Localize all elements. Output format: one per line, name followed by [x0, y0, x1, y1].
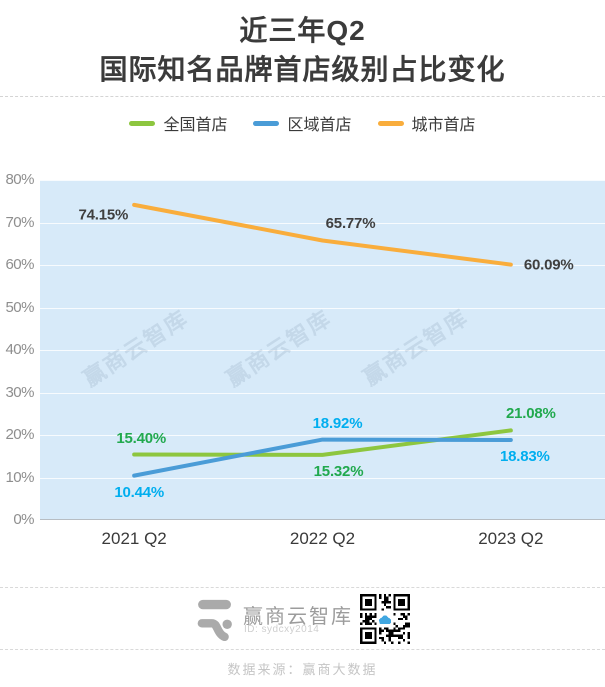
winshang-logo-icon: [197, 599, 232, 642]
data-label-city-first-store: 65.77%: [325, 215, 376, 233]
footer-divider-bottom: [0, 649, 605, 650]
data-label-city-first-store: 74.15%: [78, 206, 129, 224]
gridline: [40, 307, 605, 309]
x-axis-label: 2022 Q2: [289, 529, 356, 548]
legend-item-city-first-store: 城市首店: [377, 111, 476, 135]
data-label-regional-first-store: 18.92%: [312, 414, 363, 432]
title-line-1: 近三年Q2: [239, 15, 366, 46]
y-axis-label: 10%: [5, 468, 34, 486]
footer-brand-name: 赢商云智库: [243, 606, 353, 628]
data-label-national-first-store: 21.08%: [505, 405, 556, 423]
gridline: [40, 180, 605, 181]
y-axis-label: 50%: [5, 298, 34, 316]
data-label-regional-first-store: 18.83%: [499, 447, 550, 465]
y-axis-label: 20%: [5, 426, 34, 443]
gridline: [40, 222, 605, 224]
footer-divider-top: [0, 587, 605, 588]
gridline: [40, 350, 605, 351]
plot-area: 赢商云智库 赢商云智库 赢商云智库: [40, 180, 605, 520]
legend-label-regional-first-store: 区域首店: [287, 117, 352, 134]
gridline: [40, 477, 605, 479]
legend-swatch-national-first-store: [129, 120, 156, 126]
page-title: 近三年Q2 国际知名品牌首店级别占比变化: [0, 11, 605, 89]
data-label-national-first-store: 15.40%: [116, 429, 166, 447]
x-axis-label: 2023 Q2: [478, 529, 544, 548]
title-line-2: 国际知名品牌首店级别占比变化: [99, 54, 506, 85]
y-axis-label: 30%: [5, 383, 34, 401]
legend-item-regional-first-store: 区域首店: [253, 111, 352, 135]
gridline: [40, 265, 605, 266]
qr-code: [360, 594, 410, 644]
title-divider: [0, 96, 605, 97]
y-axis-label: 40%: [5, 341, 34, 358]
legend-label-national-first-store: 全国首店: [163, 117, 228, 134]
legend-item-national-first-store: 全国首店: [129, 111, 227, 135]
gridline: [40, 435, 605, 436]
qr-center-cloud-icon: [379, 619, 391, 624]
legend-swatch-regional-first-store: [253, 120, 280, 126]
footer-wechat-id: ID: sydcxy2014: [244, 624, 320, 635]
data-label-national-first-store: 15.32%: [313, 462, 364, 480]
y-axis-label: 60%: [5, 256, 34, 273]
y-axis-label: 70%: [5, 213, 34, 231]
gridline: [40, 392, 605, 394]
y-axis-label: 80%: [5, 171, 34, 188]
data-label-city-first-store: 60.09%: [523, 256, 574, 274]
y-axis-label: 0%: [13, 511, 34, 528]
series-line-national-first-store: [132, 428, 513, 457]
chart-legend: 全国首店 区域首店 城市首店: [0, 111, 605, 135]
legend-label-city-first-store: 城市首店: [411, 117, 476, 134]
series-line-city-first-store: [132, 202, 513, 267]
chart-lines: [132, 202, 513, 478]
data-source-note: 数据来源：赢商大数据: [227, 662, 378, 677]
data-label-regional-first-store: 10.44%: [114, 483, 164, 501]
series-line-regional-first-store: [132, 437, 513, 478]
x-axis-label: 2021 Q2: [101, 529, 167, 548]
legend-swatch-city-first-store: [377, 120, 404, 126]
